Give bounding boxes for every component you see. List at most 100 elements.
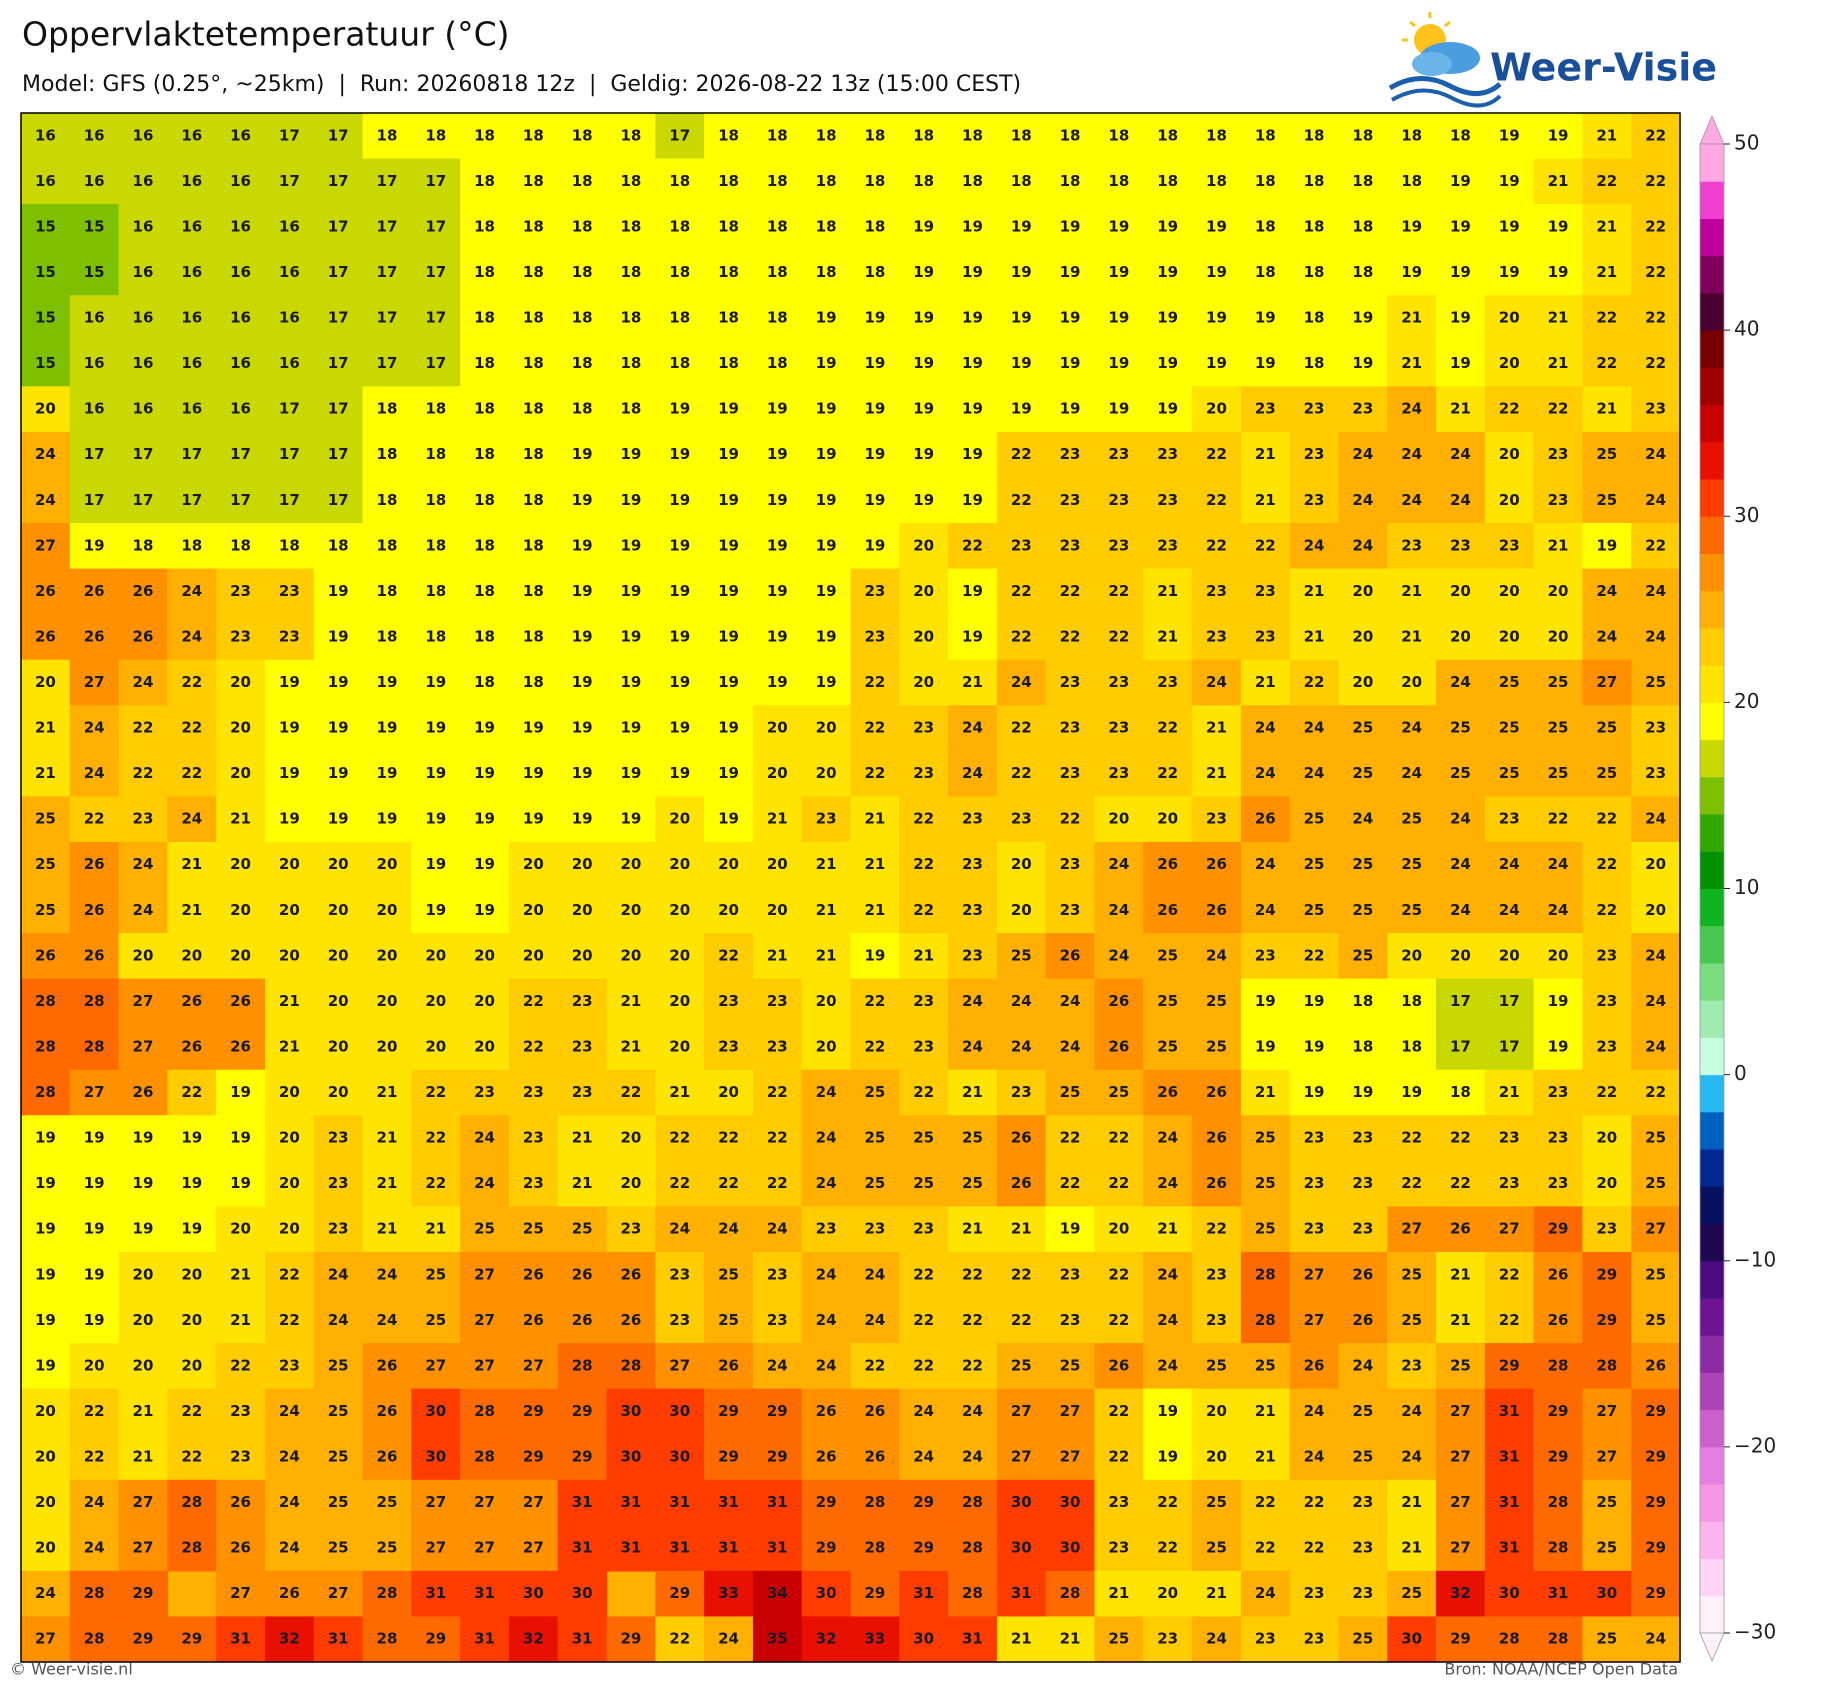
colorbar-swatch <box>1700 1335 1724 1373</box>
temperature-label: 24 <box>1255 901 1276 919</box>
temperature-cell <box>508 1616 559 1663</box>
temperature-label: 26 <box>35 946 56 964</box>
temperature-cell <box>411 249 461 296</box>
temperature-label: 28 <box>84 1630 105 1648</box>
temperature-cell <box>1533 158 1584 205</box>
temperature-label: 20 <box>377 1037 398 1055</box>
temperature-cell <box>1045 1297 1096 1344</box>
temperature-label: 26 <box>1352 1311 1373 1329</box>
temperature-label: 21 <box>1548 172 1569 190</box>
temperature-label: 19 <box>1108 400 1129 418</box>
temperature-cell <box>1094 431 1144 479</box>
temperature-label: 20 <box>279 1083 300 1101</box>
temperature-label: 25 <box>1157 946 1178 964</box>
temperature-cell <box>69 750 120 797</box>
temperature-label: 18 <box>474 217 495 235</box>
temperature-cell <box>167 204 217 251</box>
temperature-cell <box>752 796 803 843</box>
temperature-cell <box>69 887 120 934</box>
temperature-cell <box>21 1434 71 1481</box>
temperature-label: 22 <box>1499 400 1520 418</box>
temperature-cell <box>752 1251 803 1299</box>
temperature-cell <box>752 477 803 524</box>
temperature-label: 16 <box>230 172 251 190</box>
temperature-cell <box>850 750 900 797</box>
temperature-label: 17 <box>133 445 154 463</box>
temperature-label: 28 <box>572 1356 593 1374</box>
temperature-label: 18 <box>1304 263 1325 281</box>
temperature-cell <box>996 978 1047 1025</box>
temperature-label: 20 <box>1450 946 1471 964</box>
temperature-label: 18 <box>474 172 495 190</box>
temperature-cell <box>850 386 900 433</box>
temperature-label: 29 <box>913 1539 934 1557</box>
temperature-label: 23 <box>1255 946 1276 964</box>
temperature-label: 27 <box>425 1493 446 1511</box>
temperature-cell <box>655 796 705 843</box>
temperature-cell <box>69 158 120 205</box>
temperature-label: 18 <box>1255 126 1276 144</box>
temperature-cell <box>69 1525 120 1572</box>
temperature-cell <box>508 1388 559 1435</box>
temperature-cell <box>655 477 705 524</box>
temperature-cell <box>801 1388 852 1435</box>
temperature-cell <box>606 1616 656 1663</box>
temperature-label: 25 <box>425 1311 446 1329</box>
temperature-cell <box>460 841 510 889</box>
temperature-cell <box>313 1115 364 1162</box>
temperature-label: 24 <box>35 445 56 463</box>
temperature-cell <box>1143 841 1193 889</box>
temperature-label: 23 <box>913 719 934 737</box>
temperature-cell <box>1289 841 1340 889</box>
temperature-cell <box>118 887 168 934</box>
temperature-cell <box>508 705 559 752</box>
temperature-cell <box>948 1434 998 1481</box>
temperature-cell <box>313 477 364 524</box>
temperature-cell <box>264 568 315 615</box>
temperature-cell <box>1631 340 1681 387</box>
temperature-cell <box>1045 523 1096 570</box>
temperature-label: 18 <box>1060 172 1081 190</box>
temperature-label: 19 <box>620 810 641 828</box>
temperature-cell <box>69 1479 120 1526</box>
logo-icon <box>1388 12 1502 108</box>
temperature-cell <box>69 1297 120 1344</box>
temperature-label: 19 <box>1206 263 1227 281</box>
temperature-label: 17 <box>377 172 398 190</box>
temperature-label: 25 <box>1255 1356 1276 1374</box>
temperature-label: 23 <box>1108 673 1129 691</box>
temperature-label: 21 <box>913 946 934 964</box>
temperature-cell <box>1484 841 1535 889</box>
temperature-cell <box>1338 1069 1388 1116</box>
temperature-label: 23 <box>1255 582 1276 600</box>
temperature-label: 23 <box>1206 627 1227 645</box>
temperature-label: 25 <box>1255 1129 1276 1147</box>
temperature-cell <box>264 249 315 296</box>
temperature-label: 16 <box>84 400 105 418</box>
temperature-label: 33 <box>864 1630 885 1648</box>
temperature-cell <box>899 841 949 889</box>
temperature-cell <box>1045 1206 1096 1253</box>
temperature-label: 27 <box>1596 1402 1617 1420</box>
temperature-cell <box>21 659 71 706</box>
temperature-label: 22 <box>84 1402 105 1420</box>
temperature-cell <box>1143 523 1193 570</box>
temperature-cell <box>362 204 412 251</box>
temperature-cell <box>1289 340 1340 387</box>
temperature-label: 20 <box>279 1220 300 1238</box>
temperature-cell <box>1436 113 1486 160</box>
colorbar-swatch <box>1700 1223 1724 1262</box>
colorbar-swatch <box>1700 776 1724 815</box>
temperature-cell <box>1192 933 1242 980</box>
temperature-cell <box>264 1388 315 1435</box>
temperature-label: 18 <box>620 263 641 281</box>
temperature-cell <box>216 204 266 251</box>
temperature-label: 27 <box>328 1584 349 1602</box>
temperature-label: 23 <box>279 1356 300 1374</box>
temperature-cell <box>606 1251 656 1299</box>
temperature-label: 18 <box>669 263 690 281</box>
temperature-cell <box>167 1206 217 1253</box>
temperature-label: 20 <box>669 901 690 919</box>
temperature-label: 31 <box>572 1539 593 1557</box>
temperature-cell <box>1289 1115 1340 1162</box>
